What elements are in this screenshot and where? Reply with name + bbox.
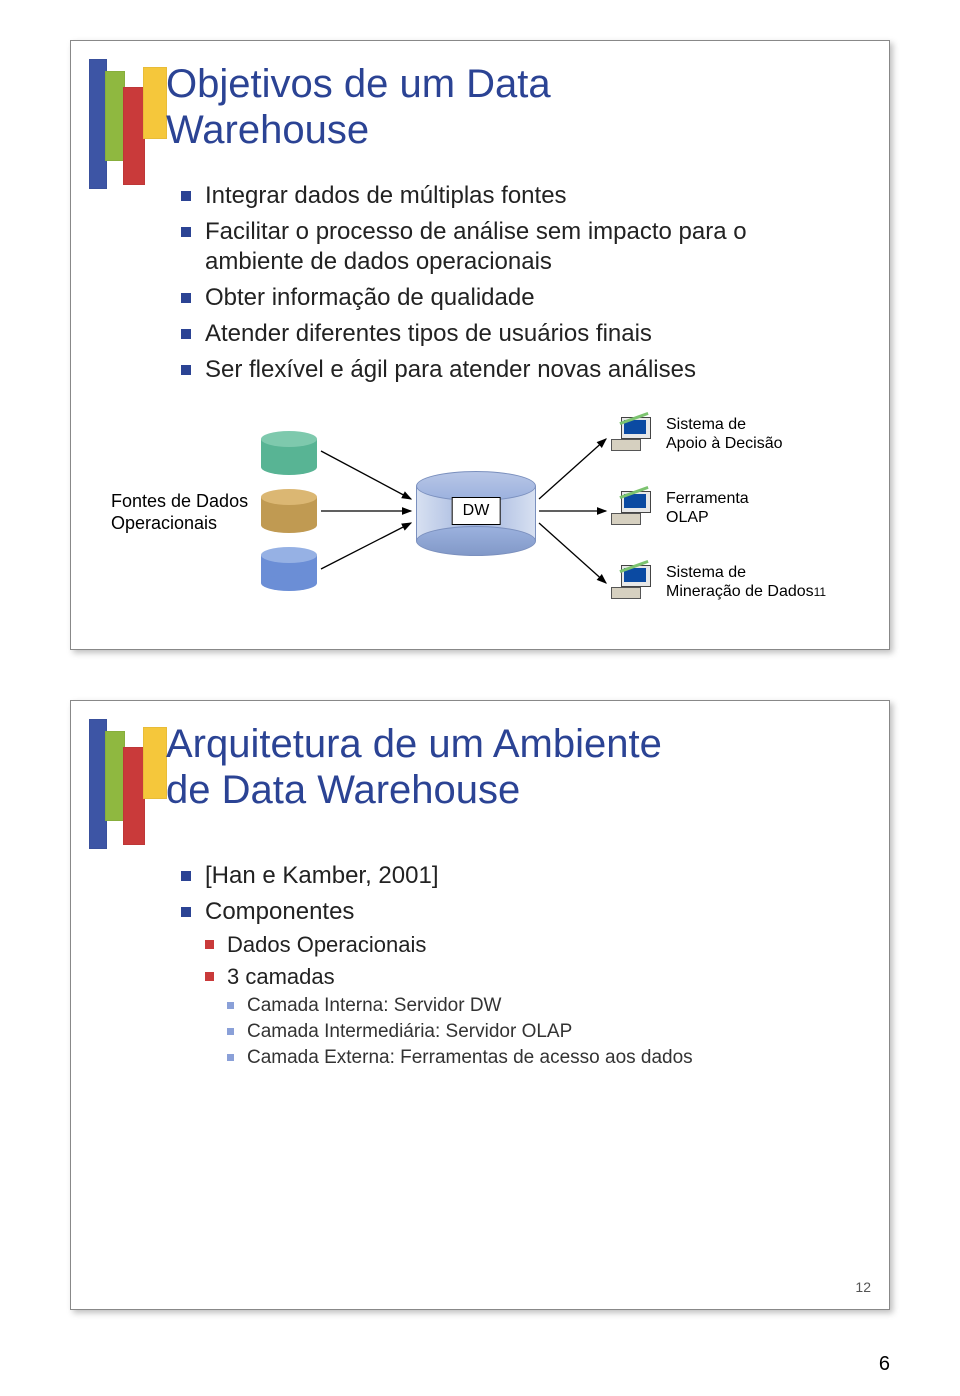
slide2-title-line2: de Data Warehouse (166, 768, 520, 812)
slide1-bullet: Ser flexível e ágil para atender novas a… (181, 355, 849, 385)
slide2-bullet-list: [Han e Kamber, 2001] Componentes Dados O… (181, 861, 849, 1069)
slide2-b2-label: Componentes (205, 898, 354, 925)
slide2-number: 12 (855, 1279, 871, 1295)
dw-label: DW (452, 497, 501, 525)
slide2-title: Arquitetura de um Ambiente de Data Wareh… (166, 721, 662, 813)
source-label-line2: Operacionais (111, 513, 217, 533)
database-icon-3 (261, 547, 317, 587)
slide1-bullet: Atender diferentes tipos de usuários fin… (181, 319, 849, 349)
slide2-b2-2-label: 3 camadas (227, 964, 335, 989)
computer-icon-1 (611, 417, 651, 457)
out3-l1: Sistema de (666, 564, 746, 581)
slide1-title: Objetivos de um Data Warehouse (166, 61, 551, 153)
decor-bar-yellow (143, 727, 167, 799)
out3-l2: Mineração de Dados (666, 583, 814, 600)
dw-cylinder: DW (416, 471, 536, 551)
slide1-title-line1: Objetivos de um Data (166, 62, 551, 106)
slide2-bullet-ref: [Han e Kamber, 2001] (181, 861, 849, 891)
decor-bar-green (105, 731, 125, 821)
slide2-sublist: Dados Operacionais 3 camadas Camada Inte… (205, 931, 849, 1069)
slide2-bullet-components: Componentes Dados Operacionais 3 camadas… (181, 897, 849, 1069)
slide2-sub-dados: Dados Operacionais (205, 931, 849, 959)
database-icon-2 (261, 489, 317, 529)
slide1-number-inline: 11 (814, 585, 826, 599)
source-label-line1: Fontes de Dados (111, 491, 248, 511)
computer-icon-3 (611, 565, 651, 605)
decor-bar-red (123, 747, 145, 845)
slide-1: Objetivos de um Data Warehouse Integrar … (70, 40, 890, 650)
slide1-diagram: Fontes de Dados Operacionais DW Sistema … (111, 411, 851, 631)
out2-l2: OLAP (666, 509, 709, 526)
out1-l2: Apoio à Decisão (666, 435, 783, 452)
database-icon-1 (261, 431, 317, 471)
slide-2: Arquitetura de um Ambiente de Data Wareh… (70, 700, 890, 1310)
out1-l1: Sistema de (666, 416, 746, 433)
slide1-body: Integrar dados de múltiplas fontes Facil… (181, 181, 849, 391)
slide2-body: [Han e Kamber, 2001] Componentes Dados O… (181, 861, 849, 1075)
slide1-bullet: Obter informação de qualidade (181, 283, 849, 313)
output-label-1: Sistema de Apoio à Decisão (666, 415, 783, 453)
output-label-2: Ferramenta OLAP (666, 489, 749, 527)
decor-bar-green (105, 71, 125, 161)
slide2-camada-externa: Camada Externa: Ferramentas de acesso ao… (227, 1046, 849, 1070)
decor-bar-yellow (143, 67, 167, 139)
slide1-bullet: Facilitar o processo de análise sem impa… (181, 217, 849, 277)
slide1-bullet: Integrar dados de múltiplas fontes (181, 181, 849, 211)
page-number: 6 (879, 1353, 890, 1376)
computer-icon-2 (611, 491, 651, 531)
slide1-title-line2: Warehouse (166, 108, 369, 152)
slide2-title-line1: Arquitetura de um Ambiente (166, 722, 662, 766)
output-label-3: Sistema de Mineração de Dados11 (666, 563, 826, 601)
slide2-camada-intermediaria: Camada Intermediária: Servidor OLAP (227, 1020, 849, 1044)
slide2-sub-camadas: 3 camadas Camada Interna: Servidor DW Ca… (205, 963, 849, 1070)
slide2-camada-interna: Camada Interna: Servidor DW (227, 994, 849, 1018)
out2-l1: Ferramenta (666, 490, 749, 507)
diagram-source-label: Fontes de Dados Operacionais (111, 491, 248, 534)
slide2-subsublist: Camada Interna: Servidor DW Camada Inter… (227, 994, 849, 1069)
decor-bar-red (123, 87, 145, 185)
slide1-bullet-list: Integrar dados de múltiplas fontes Facil… (181, 181, 849, 385)
